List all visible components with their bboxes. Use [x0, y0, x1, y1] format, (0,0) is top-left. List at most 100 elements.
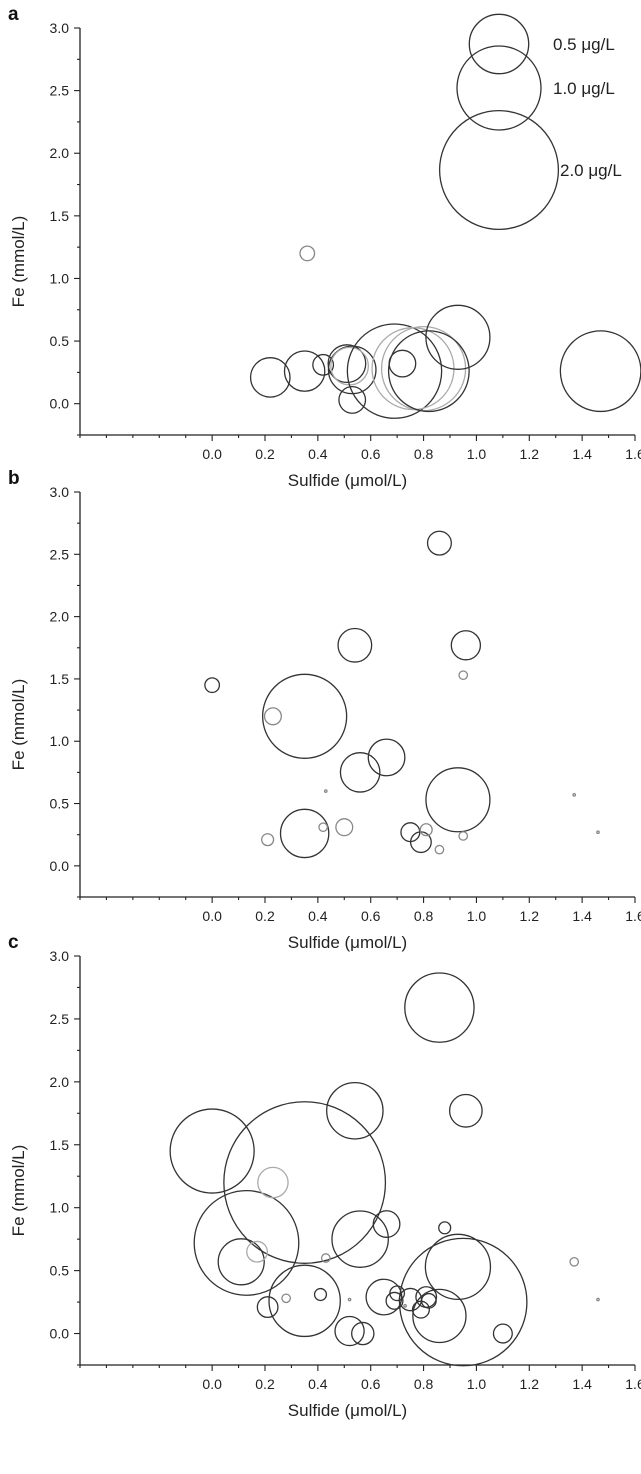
- x-tick-label: 1.4: [572, 1376, 592, 1392]
- panel-a: a 0.0 0.5 1.0 1.5 2.0 2.5 3.0 0.0 0.2 0.4 0.6 0.8 1.0…: [8, 4, 641, 490]
- bubble-point: [323, 789, 328, 793]
- x-tick-label: 0.0: [202, 908, 222, 924]
- y-tick-label: 0.0: [50, 1326, 70, 1342]
- bubble-point: [326, 1081, 384, 1140]
- bubble-point: [327, 345, 377, 395]
- bubble-point: [420, 1292, 437, 1309]
- x-tick-label: 0.0: [202, 1376, 222, 1392]
- x-tick-label: 0.8: [414, 1376, 434, 1392]
- y-tick-label: 1.0: [50, 733, 70, 749]
- bubble-point: [572, 792, 577, 797]
- y-tick-label: 1.5: [50, 671, 70, 687]
- y-tick-label: 0.5: [50, 333, 70, 349]
- bubble-point: [351, 1321, 375, 1346]
- bubble-point: [458, 831, 469, 841]
- y-tick-label: 1.0: [50, 1200, 70, 1216]
- bubble-point: [403, 1304, 407, 1308]
- bubble-point: [596, 1297, 600, 1302]
- bubble-point: [404, 972, 475, 1043]
- bubble-point: [330, 346, 370, 386]
- legend-bubble: [456, 45, 542, 131]
- x-axis-title: Sulfide (μmol/L): [288, 471, 407, 490]
- bubble-point: [426, 530, 452, 556]
- bubble-point: [312, 353, 335, 376]
- x-tick-label: 1.0: [467, 1376, 487, 1392]
- bubble-point: [327, 344, 367, 384]
- bubble-point: [458, 670, 469, 681]
- x-tick-label: 0.4: [308, 908, 328, 924]
- bubble-point: [337, 627, 373, 663]
- bubble-point: [257, 1166, 289, 1199]
- x-tick-label: 1.0: [467, 446, 487, 462]
- x-tick-label: 1.0: [467, 908, 487, 924]
- bubble-point: [169, 1108, 255, 1194]
- x-tick-label: 0.8: [414, 908, 434, 924]
- x-tick-label: 0.4: [308, 446, 328, 462]
- legend-label: 1.0 μg/L: [553, 79, 615, 98]
- bubble-point: [346, 323, 443, 419]
- y-tick-label: 3.0: [50, 948, 70, 964]
- y-tick-label: 0.5: [50, 796, 70, 812]
- bubble-point: [313, 1287, 328, 1302]
- x-tick-label: 1.6: [625, 446, 641, 462]
- bubble-point: [385, 1291, 404, 1310]
- y-tick-label: 3.0: [50, 484, 70, 500]
- bubble-point: [419, 823, 433, 837]
- y-tick-label: 0.5: [50, 1263, 70, 1279]
- bubble-point: [434, 844, 445, 855]
- x-tick-label: 0.8: [414, 446, 434, 462]
- bubble-point: [398, 1237, 528, 1367]
- x-tick-label: 1.6: [625, 1376, 641, 1392]
- x-tick-label: 1.4: [572, 446, 592, 462]
- x-tick-label: 0.2: [255, 446, 275, 462]
- bubble-point: [281, 1293, 291, 1304]
- bubble-point: [425, 767, 491, 833]
- bubble-point: [268, 1264, 341, 1338]
- bubble-point: [424, 1233, 492, 1301]
- bubble-point: [388, 349, 417, 378]
- bubble-point: [246, 1240, 269, 1263]
- y-tick-label: 2.0: [50, 145, 70, 161]
- bubble-point: [596, 830, 600, 835]
- bubble-point: [387, 330, 470, 413]
- x-tick-label: 1.2: [520, 908, 540, 924]
- y-tick-label: 2.0: [50, 1074, 70, 1090]
- bubble-point: [204, 677, 221, 694]
- y-tick-label: 1.5: [50, 208, 70, 224]
- y-axis-title: Fe (mmol/L): [9, 1145, 28, 1237]
- bubble-point: [261, 673, 348, 759]
- x-tick-label: 0.6: [361, 908, 381, 924]
- x-tick-label: 1.2: [520, 1376, 540, 1392]
- x-tick-label: 0.4: [308, 1376, 328, 1392]
- bubble-point: [438, 1221, 452, 1235]
- y-tick-label: 2.0: [50, 609, 70, 625]
- x-axis-title: Sulfide (μmol/L): [288, 933, 407, 952]
- bubble-point: [249, 357, 291, 398]
- panel-label: b: [8, 468, 20, 489]
- bubble-point: [331, 1210, 389, 1268]
- bubble-point: [217, 1238, 265, 1286]
- bubble-point: [223, 1101, 387, 1264]
- y-tick-label: 1.0: [50, 270, 70, 286]
- bubble-point: [347, 1297, 352, 1302]
- legend-bubble: [468, 13, 530, 75]
- x-axis-title: Sulfide (μmol/L): [288, 1401, 407, 1420]
- bubble-point: [261, 833, 275, 847]
- x-tick-label: 0.2: [255, 908, 275, 924]
- bubble-point: [425, 304, 491, 370]
- bubble-point: [193, 1189, 300, 1296]
- bubble-point: [412, 1288, 467, 1344]
- bubble-point: [389, 1285, 406, 1302]
- bubble-point: [318, 822, 328, 833]
- y-tick-label: 2.5: [50, 1011, 70, 1027]
- legend-label: 0.5 μg/L: [553, 35, 615, 54]
- legend-bubble: [438, 109, 560, 231]
- y-tick-label: 1.5: [50, 1137, 70, 1153]
- panel-c: c 0.0 0.5 1.0 1.5 2.0 2.5 3.0 0.0 0.2 0.4 0.6 0.8 1.0…: [8, 932, 641, 1420]
- y-tick-label: 2.5: [50, 83, 70, 99]
- y-tick-label: 0.0: [50, 396, 70, 412]
- bubble-point: [320, 1253, 331, 1263]
- bubble-point: [492, 1323, 513, 1344]
- y-tick-label: 0.0: [50, 858, 70, 874]
